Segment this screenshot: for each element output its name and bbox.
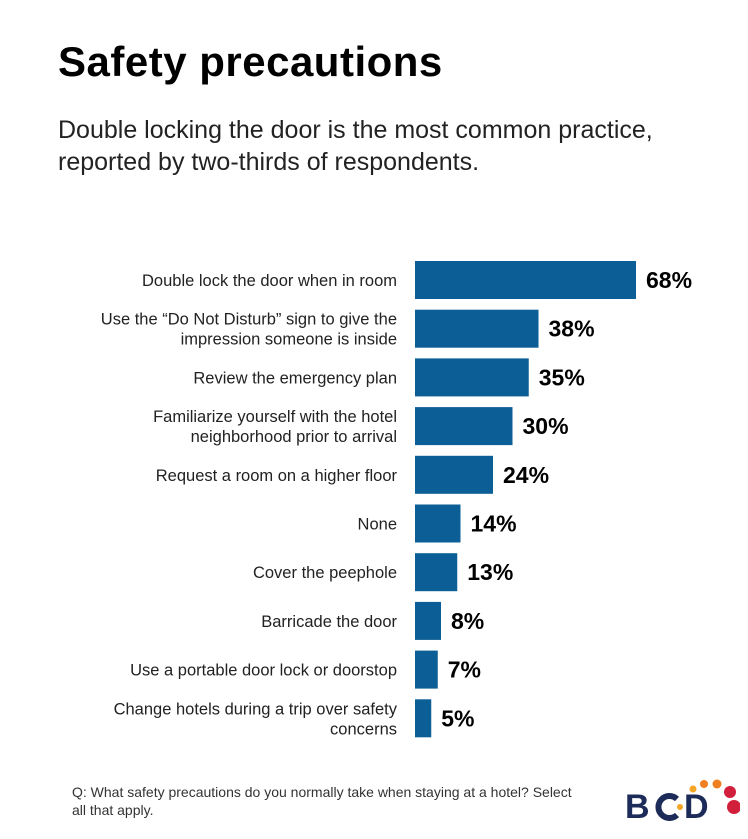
bar	[415, 309, 539, 348]
data-label: 35%	[539, 364, 585, 390]
data-label: 5%	[441, 705, 474, 731]
bar	[415, 504, 461, 543]
data-label: 14%	[471, 511, 517, 537]
category-label: Review the emergency plan	[193, 369, 397, 387]
data-label: 24%	[503, 462, 549, 488]
bar	[415, 601, 441, 640]
category-label: Request a room on a higher floor	[156, 467, 398, 485]
bar-chart: Double lock the door when in room 68% Use …	[101, 261, 692, 738]
chart-subtitle: Double locking the door is the most comm…	[58, 116, 653, 176]
category-label: None	[358, 516, 397, 534]
bar	[415, 407, 513, 446]
category-label: Use a portable door lock or doorstop	[130, 662, 397, 680]
data-label: 8%	[451, 608, 484, 634]
data-label: 30%	[523, 413, 569, 439]
bar	[415, 261, 636, 299]
category-label: Familiarize yourself with the hotel neigh…	[153, 408, 397, 446]
data-label: 7%	[448, 657, 481, 683]
bar	[415, 455, 493, 494]
svg-text:D: D	[684, 788, 709, 826]
footnote: Q: What safety precautions do you normal…	[72, 784, 572, 818]
svg-text:B: B	[625, 788, 650, 826]
category-label: Change hotels during a trip over safety c…	[114, 700, 398, 738]
category-label: Use the “Do Not Disturb” sign to give th…	[101, 311, 397, 349]
bar	[415, 553, 458, 592]
data-label: 38%	[549, 316, 595, 342]
category-label: Cover the peephole	[253, 564, 397, 582]
category-label: Double lock the door when in room	[142, 272, 397, 290]
category-label: Barricade the door	[261, 613, 397, 631]
bar	[415, 650, 438, 689]
bar	[415, 358, 529, 397]
data-label: 68%	[646, 267, 692, 293]
data-label: 13%	[467, 559, 513, 585]
chart-title: Safety precautions	[58, 38, 443, 85]
bar	[415, 699, 432, 738]
bcd-logo: B D	[625, 779, 740, 826]
